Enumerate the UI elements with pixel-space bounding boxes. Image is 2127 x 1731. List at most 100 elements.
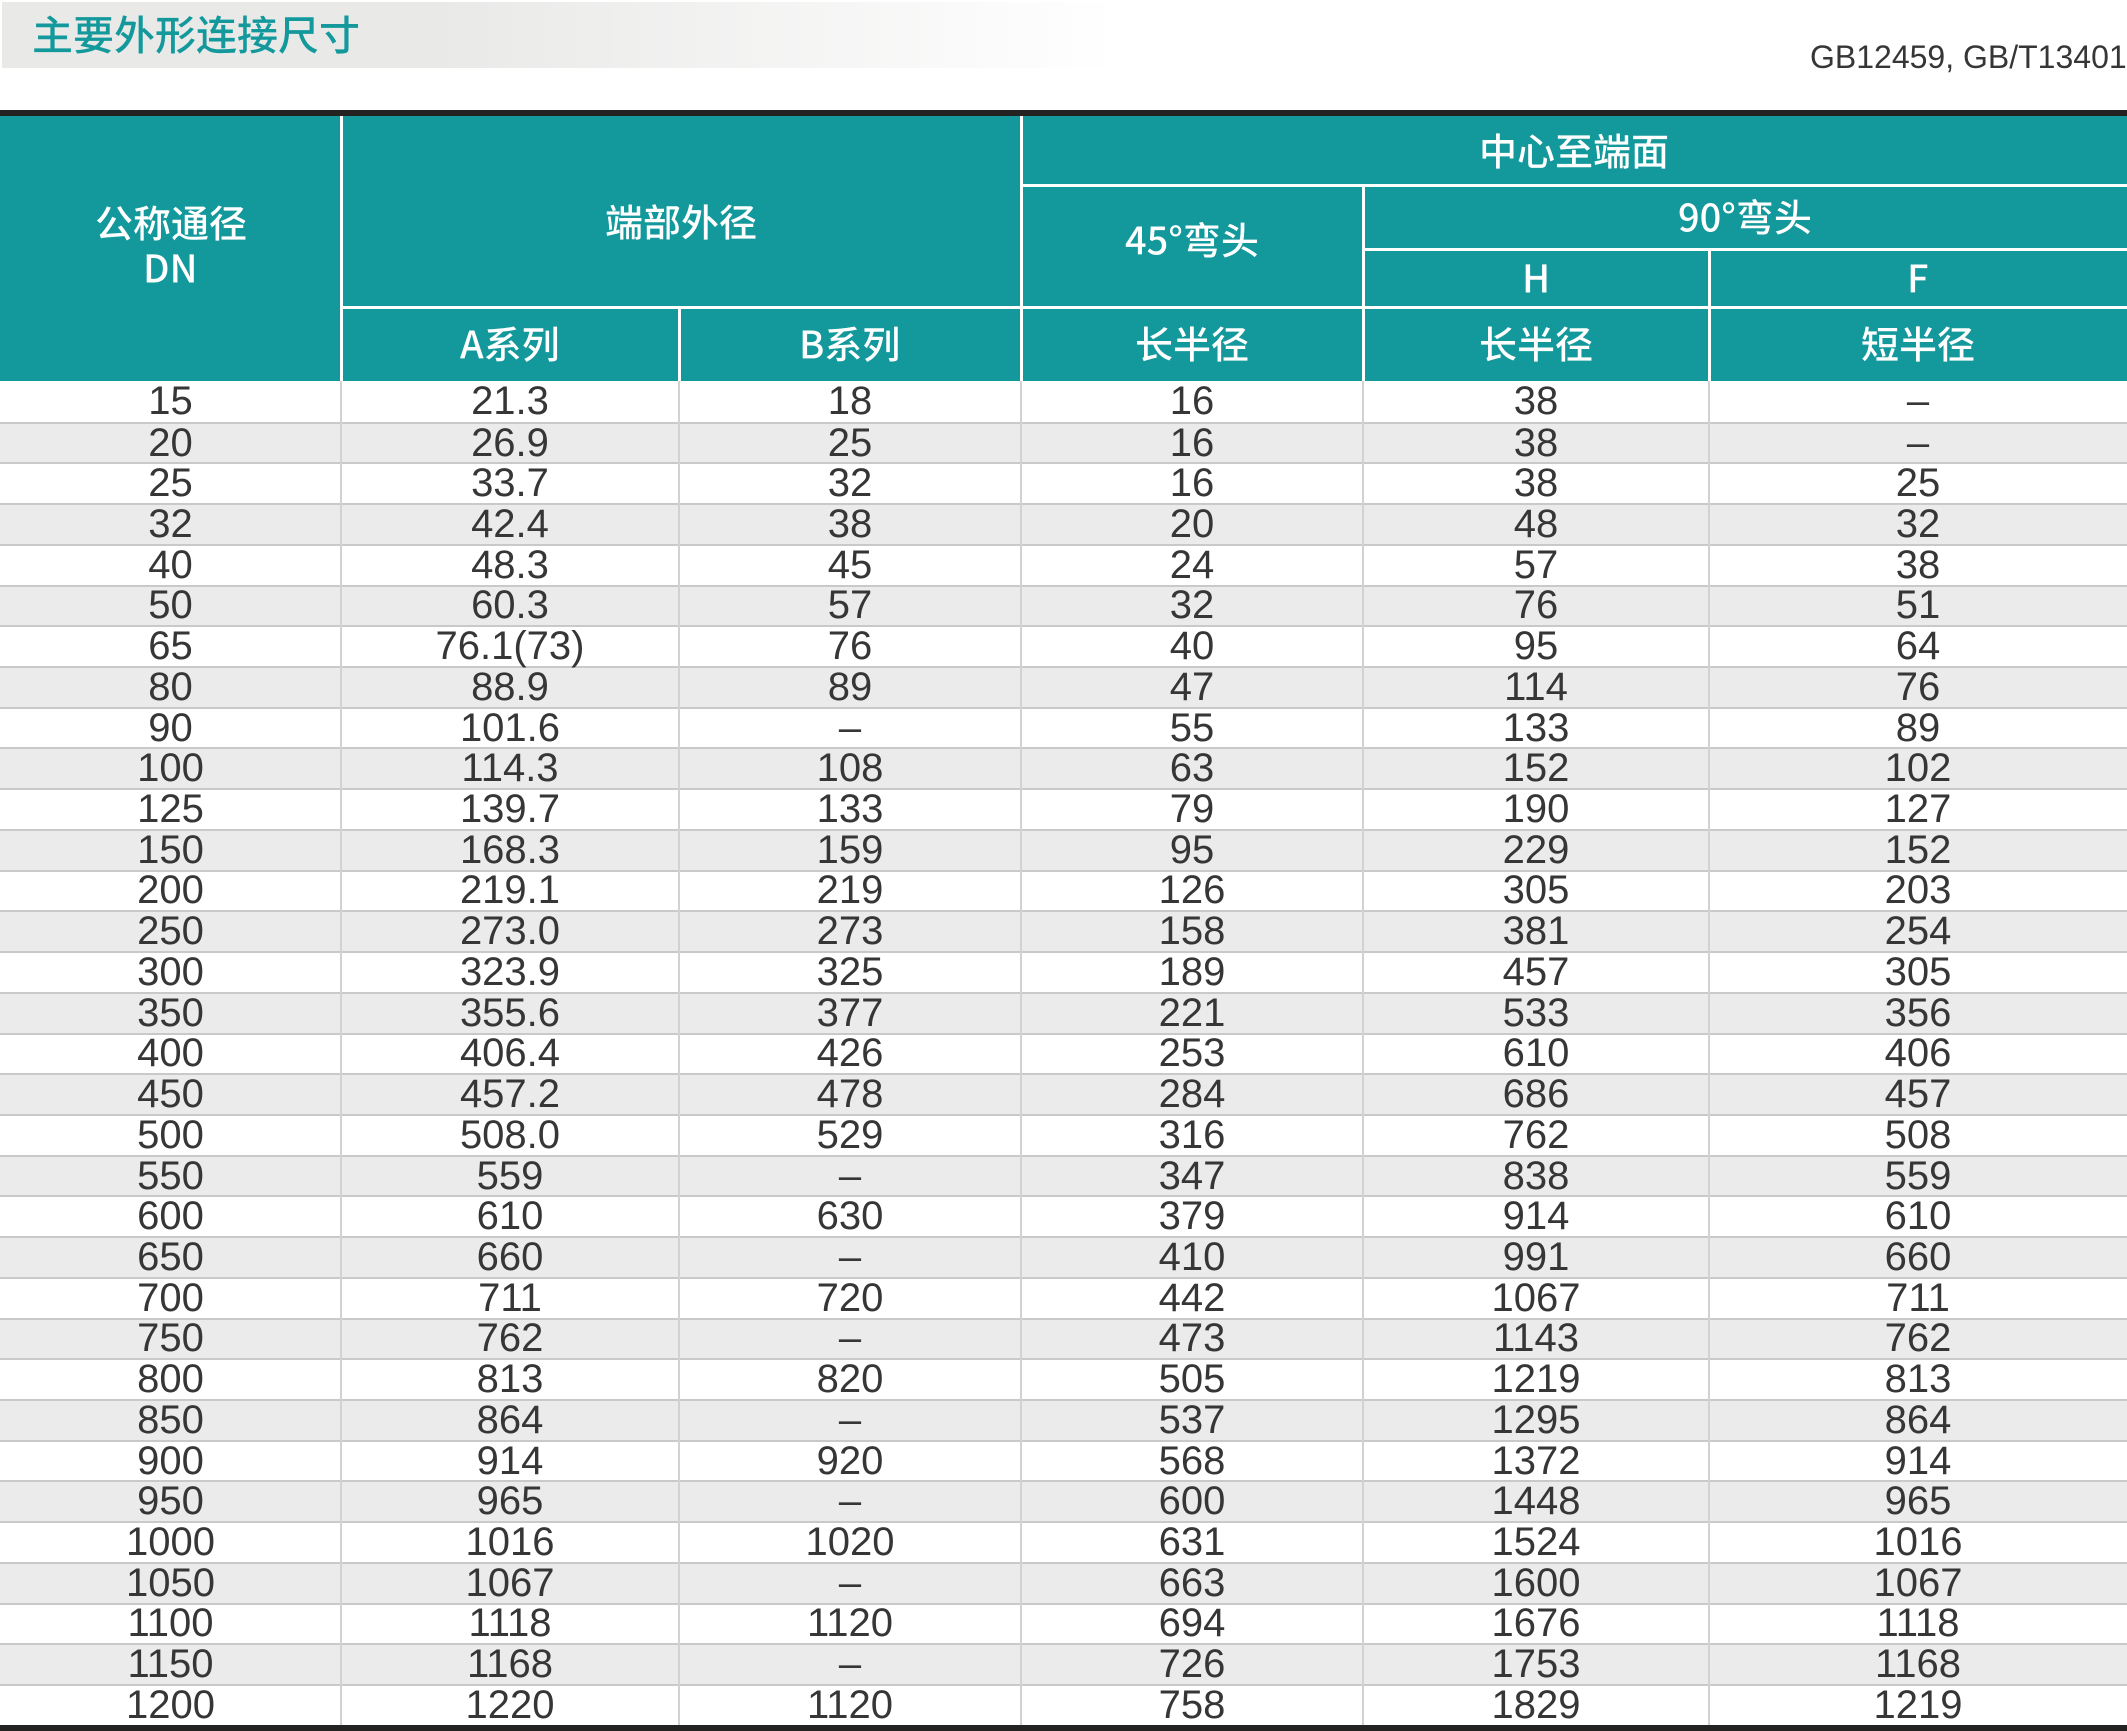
cell-elbow90-f: 25 <box>1895 461 1941 506</box>
cell-series-a: 508.0 <box>459 1112 561 1157</box>
cell-elbow45-long-radius: 95 <box>1169 827 1215 872</box>
cell-elbow45-long-radius: 568 <box>1158 1438 1226 1483</box>
cell-elbow90-f: 610 <box>1884 1194 1952 1239</box>
cell-elbow90-f: 864 <box>1884 1397 1952 1442</box>
cell-series-b: 1120 <box>806 1601 893 1646</box>
cell-elbow90-f: 457 <box>1884 1072 1952 1117</box>
cell-dn: 250 <box>137 909 204 954</box>
cell-elbow45-long-radius: 20 <box>1169 502 1215 547</box>
table-row: 1100 1118 1120 694 1676 1118 <box>0 1601 2127 1646</box>
header-elbow-45: 45°弯头 <box>1021 185 1363 307</box>
table-row: 500 508.0 529 316 762 508 <box>0 1112 2127 1157</box>
table-row: 15 21.3 18 16 38 – <box>0 378 2127 423</box>
cell-elbow45-long-radius: 253 <box>1158 1031 1226 1076</box>
header-divider <box>339 116 343 381</box>
cell-dn: 200 <box>137 868 204 913</box>
cell-elbow90-f: 1016 <box>1873 1519 1963 1564</box>
column-divider <box>1708 381 1710 1725</box>
cell-elbow90-h: 190 <box>1502 787 1570 832</box>
cell-elbow45-long-radius: 16 <box>1169 461 1215 506</box>
cell-elbow90-f: 762 <box>1884 1316 1952 1361</box>
cell-elbow90-h: 838 <box>1502 1153 1570 1198</box>
cell-series-b: 273 <box>816 909 884 954</box>
cell-elbow90-h: 95 <box>1513 624 1559 669</box>
cell-series-a: 139.7 <box>459 787 561 832</box>
cell-elbow90-f: 38 <box>1895 542 1941 587</box>
cell-series-a: 114.3 <box>461 746 559 791</box>
page-title: 主要外形连接尺寸 <box>32 14 360 55</box>
cell-dn: 90 <box>148 705 193 750</box>
cell-dn: 1000 <box>126 1519 215 1564</box>
cell-series-a: 762 <box>476 1316 544 1361</box>
table-row: 50 60.3 57 32 76 51 <box>0 583 2127 628</box>
cell-elbow45-long-radius: 663 <box>1158 1560 1226 1605</box>
table-top-border <box>0 110 2127 116</box>
cell-elbow45-long-radius: 221 <box>1158 990 1226 1035</box>
header-h-glyphs <box>1522 259 1550 297</box>
cell-series-b: – <box>838 1642 862 1687</box>
cell-elbow90-h: 1143 <box>1492 1316 1579 1361</box>
cell-dn: 1150 <box>127 1642 214 1687</box>
cell-series-a: 1016 <box>465 1519 555 1564</box>
cell-elbow90-h: 57 <box>1513 542 1559 587</box>
cell-dn: 125 <box>137 787 204 832</box>
cell-series-b: 108 <box>816 746 884 791</box>
cell-series-a: 33.7 <box>471 461 549 506</box>
cell-series-a: 457.2 <box>459 1072 561 1117</box>
cell-elbow90-h: 686 <box>1502 1072 1570 1117</box>
table-row: 25 33.7 32 16 38 25 <box>0 461 2127 506</box>
header-nominal-diameter: 公称通径DN <box>0 116 341 381</box>
standards-reference: GB12459, GB/T13401 <box>1810 39 2127 75</box>
header-elbow-45-glyphs <box>1125 221 1259 259</box>
table-body: 15 21.3 18 16 38 – 20 26.9 25 16 38 – 25… <box>0 378 2127 1727</box>
cell-dn: 100 <box>137 746 204 791</box>
cell-series-a: 60.3 <box>471 583 549 628</box>
table-row: 32 42.4 38 20 48 32 <box>0 502 2127 547</box>
header-divider <box>1019 116 1023 381</box>
cell-elbow45-long-radius: 16 <box>1169 378 1215 423</box>
cell-series-a: 1168 <box>466 1642 553 1687</box>
cell-series-b: 18 <box>827 378 873 423</box>
table-row: 600 610 630 379 914 610 <box>0 1194 2127 1239</box>
cell-elbow90-f: 1067 <box>1873 1560 1963 1605</box>
cell-elbow90-f: 254 <box>1884 909 1952 954</box>
header-center-to-end-face: 中心至端面 <box>1021 116 2127 185</box>
header-divider <box>1021 183 2127 187</box>
cell-series-b: 89 <box>827 664 873 709</box>
cell-series-a: 323.9 <box>459 949 561 994</box>
cell-elbow90-h: 1219 <box>1491 1357 1581 1402</box>
cell-elbow45-long-radius: 473 <box>1158 1316 1226 1361</box>
cell-elbow90-f: – <box>1906 378 1930 423</box>
cell-series-a: 1118 <box>468 1601 552 1646</box>
cell-series-b: 45 <box>827 542 873 587</box>
cell-series-b: 219 <box>816 868 884 913</box>
table-row: 950 965 – 600 1448 965 <box>0 1479 2127 1523</box>
cell-elbow45-long-radius: 16 <box>1169 420 1215 465</box>
cell-elbow90-h: 133 <box>1502 705 1570 750</box>
cell-elbow90-h: 305 <box>1502 868 1570 913</box>
cell-dn: 20 <box>148 420 193 465</box>
header-end-outer-diameter-glyphs <box>605 203 757 241</box>
page-title-glyphs <box>32 14 360 55</box>
header-elbow-90: 90°弯头 <box>1363 185 2127 249</box>
column-divider <box>1020 381 1022 1725</box>
table-row: 800 813 820 505 1219 813 <box>0 1357 2127 1402</box>
cell-elbow90-h: 1829 <box>1491 1682 1581 1727</box>
table-row: 1200 1220 1120 758 1829 1219 <box>0 1682 2127 1727</box>
header-h: H <box>1363 249 1709 307</box>
cell-elbow90-h: 381 <box>1502 909 1570 954</box>
table-row: 750 762 – 473 1143 762 <box>0 1316 2127 1361</box>
cell-elbow45-long-radius: 347 <box>1158 1153 1226 1198</box>
cell-series-b: – <box>838 1316 862 1361</box>
cell-elbow90-h: 533 <box>1502 990 1570 1035</box>
cell-elbow90-f: 127 <box>1884 787 1952 832</box>
cell-series-a: 168.3 <box>459 827 561 872</box>
header-dn-glyphs <box>143 249 198 287</box>
header-series-b-glyphs <box>799 325 900 363</box>
cell-series-b: 529 <box>816 1112 884 1157</box>
header-short-radius-f: 短半径 <box>1709 307 2127 381</box>
cell-series-b: 820 <box>816 1357 884 1402</box>
cell-series-a: 559 <box>476 1153 544 1198</box>
cell-elbow90-f: 711 <box>1886 1275 1950 1320</box>
cell-series-a: 406.4 <box>459 1031 561 1076</box>
